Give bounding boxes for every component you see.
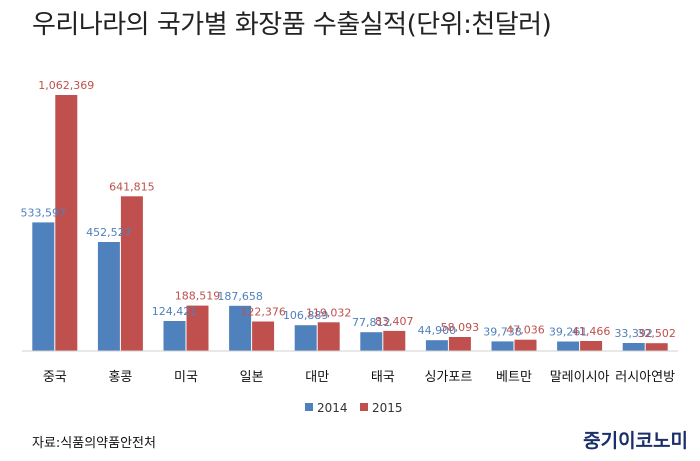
legend-swatch-2014 bbox=[305, 403, 313, 411]
data-label-2014-1: 452,527 bbox=[86, 226, 132, 239]
bar-2015-8 bbox=[580, 341, 603, 351]
bar-2014-4 bbox=[294, 325, 317, 351]
category-label-3: 일본 bbox=[240, 370, 264, 385]
data-label-2014-4: 106,889 bbox=[283, 309, 329, 322]
data-label-2014-0: 533,597 bbox=[21, 206, 67, 219]
data-label-2015-8: 41,466 bbox=[572, 325, 611, 338]
data-label-2015-7: 47,036 bbox=[506, 324, 545, 337]
data-label-2015-6: 58,093 bbox=[441, 321, 480, 334]
bar-2014-9 bbox=[622, 343, 645, 351]
category-label-0: 중국 bbox=[43, 370, 67, 385]
legend-swatch-2015 bbox=[360, 403, 368, 411]
data-label-2015-1: 641,815 bbox=[109, 180, 155, 193]
bar-2015-7 bbox=[514, 339, 537, 351]
bars-group bbox=[32, 95, 668, 351]
data-label-2014-9: 33,392 bbox=[614, 327, 653, 340]
data-label-2015-2: 188,519 bbox=[175, 290, 221, 303]
data-label-2015-0: 1,062,369 bbox=[38, 79, 94, 92]
category-label-5: 태국 bbox=[371, 370, 395, 385]
category-label-9: 러시아연방 bbox=[615, 370, 675, 385]
data-label-2014-2: 124,421 bbox=[152, 305, 198, 318]
bar-2015-0 bbox=[55, 95, 78, 351]
bar-2015-4 bbox=[317, 322, 340, 351]
bar-2014-1 bbox=[97, 242, 120, 351]
bar-2015-9 bbox=[645, 343, 668, 351]
data-label-2015-9: 32,502 bbox=[637, 327, 676, 340]
data-label-2014-7: 39,738 bbox=[483, 325, 522, 338]
category-label-7: 베트만 bbox=[496, 370, 532, 385]
legend-label-2014: 2014 bbox=[317, 401, 348, 415]
data-label-2015-4: 119,032 bbox=[306, 306, 352, 319]
bar-2014-0 bbox=[32, 222, 55, 351]
bar-2015-2 bbox=[186, 305, 209, 351]
category-labels-group: 중국 홍콩 미국 일본 대만 태국 싱가포르 베트만 말레이시아 러시아연방 bbox=[43, 370, 675, 385]
bar-2014-5 bbox=[360, 332, 383, 351]
data-label-2014-5: 77,812 bbox=[352, 316, 391, 329]
bar-2014-2 bbox=[163, 321, 186, 351]
data-label-2014-3: 187,658 bbox=[217, 290, 263, 303]
bar-2015-1 bbox=[120, 196, 143, 351]
data-label-2015-5: 83,407 bbox=[375, 315, 414, 328]
chart-title: 우리나라의 국가별 화장품 수출실적(단위:천달러) bbox=[32, 10, 552, 40]
data-label-2014-8: 39,261 bbox=[549, 326, 588, 339]
category-label-2: 미국 bbox=[174, 370, 198, 385]
data-label-2014-6: 44,900 bbox=[418, 324, 457, 337]
category-label-6: 싱가포르 bbox=[424, 370, 472, 385]
legend-label-2015: 2015 bbox=[372, 401, 403, 415]
bar-2015-3 bbox=[252, 321, 275, 351]
bar-2015-6 bbox=[448, 337, 471, 351]
source-note: 자료:식품의약품안전처 bbox=[32, 436, 156, 451]
data-labels-group: 533,597 1,062,369 452,527 641,815 124,421 188… bbox=[21, 79, 676, 340]
brand-logo: 중기이코노미 bbox=[583, 430, 688, 452]
bar-2014-6 bbox=[425, 340, 448, 351]
bar-2014-8 bbox=[557, 341, 580, 351]
legend: 2014 2015 bbox=[305, 401, 403, 415]
category-label-4: 대만 bbox=[305, 370, 329, 385]
bar-2014-3 bbox=[229, 305, 252, 351]
category-label-1: 홍콩 bbox=[108, 370, 132, 385]
category-label-8: 말레이시아 bbox=[550, 370, 610, 385]
bar-2014-7 bbox=[491, 341, 514, 351]
bar-2015-5 bbox=[383, 330, 406, 351]
data-label-2015-3: 122,376 bbox=[240, 306, 286, 319]
